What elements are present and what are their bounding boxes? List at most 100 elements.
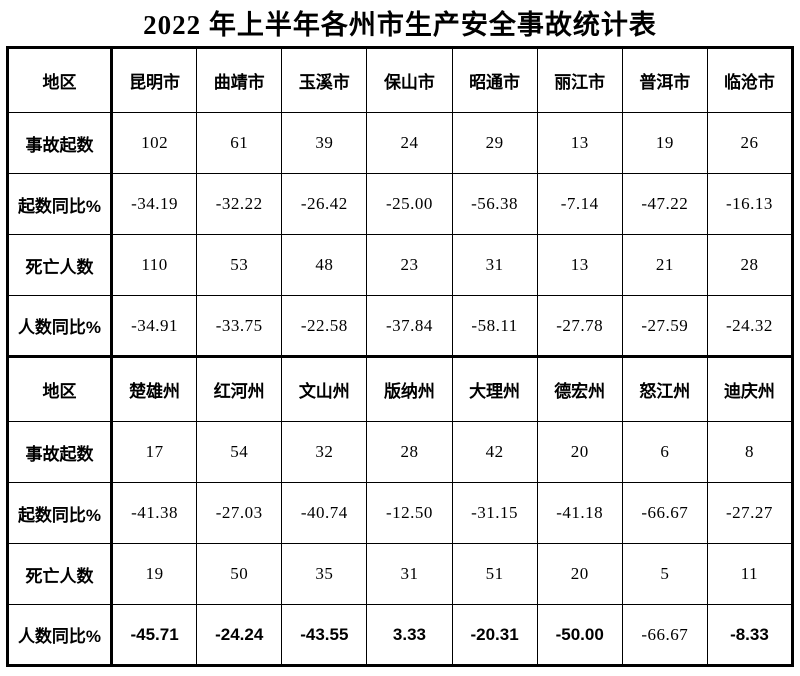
- value-cell: 21: [621, 234, 708, 296]
- value-cell: 29: [451, 112, 538, 174]
- row-label: 起数同比%: [7, 482, 113, 544]
- region-name: 文山州: [281, 355, 368, 422]
- value-cell: 61: [196, 112, 283, 174]
- value-cell: -12.50: [366, 482, 453, 544]
- value-cell: -16.13: [706, 173, 794, 235]
- value-cell: -34.19: [110, 173, 198, 235]
- region-name: 迪庆州: [706, 355, 794, 422]
- value-cell: -20.31: [451, 604, 538, 666]
- table-row: 人数同比% -45.71 -24.24 -43.55 3.33 -20.31 -50.00 -…: [7, 604, 794, 666]
- row-label: 人数同比%: [7, 295, 113, 357]
- region-name: 德宏州: [536, 355, 623, 422]
- value-cell: -7.14: [536, 173, 623, 235]
- value-cell: 110: [110, 234, 198, 296]
- value-cell: -25.00: [366, 173, 453, 235]
- value-cell: -27.03: [196, 482, 283, 544]
- value-cell: 51: [451, 543, 538, 605]
- corner-label: 地区: [7, 47, 113, 113]
- value-cell: -27.78: [536, 295, 623, 357]
- value-cell: -40.74: [281, 482, 368, 544]
- value-cell: 23: [366, 234, 453, 296]
- table-row: 人数同比% -34.91 -33.75 -22.58 -37.84 -58.11 -27.7…: [7, 295, 794, 357]
- region-name: 临沧市: [706, 47, 794, 113]
- row-label: 死亡人数: [7, 234, 113, 296]
- region-name: 普洱市: [621, 47, 708, 113]
- value-cell: 48: [281, 234, 368, 296]
- value-cell: -45.71: [110, 604, 198, 666]
- value-cell: -34.91: [110, 295, 198, 357]
- value-cell: -56.38: [451, 173, 538, 235]
- value-cell: 20: [536, 543, 623, 605]
- value-cell: -24.32: [706, 295, 794, 357]
- region-name: 怒江州: [621, 355, 708, 422]
- value-cell: -32.22: [196, 173, 283, 235]
- region-header-row: 地区 楚雄州 红河州 文山州 版纳州 大理州 德宏州 怒江州 迪庆州: [7, 355, 794, 422]
- region-header-row: 地区 昆明市 曲靖市 玉溪市 保山市 昭通市 丽江市 普洱市 临沧市: [7, 47, 794, 113]
- table-row: 事故起数 102 61 39 24 29 13 19 26: [7, 112, 794, 174]
- region-name: 昆明市: [110, 47, 198, 113]
- value-cell: 50: [196, 543, 283, 605]
- row-label: 死亡人数: [7, 543, 113, 605]
- value-cell: -37.84: [366, 295, 453, 357]
- region-name: 保山市: [366, 47, 453, 113]
- row-label: 人数同比%: [7, 604, 113, 666]
- region-name: 红河州: [196, 355, 283, 422]
- value-cell: -24.24: [196, 604, 283, 666]
- value-cell: -47.22: [621, 173, 708, 235]
- table-row: 起数同比% -41.38 -27.03 -40.74 -12.50 -31.15 -41.1…: [7, 482, 794, 544]
- value-cell: 28: [366, 421, 453, 483]
- region-name: 玉溪市: [281, 47, 368, 113]
- value-cell: -33.75: [196, 295, 283, 357]
- value-cell: 13: [536, 112, 623, 174]
- value-cell: 3.33: [366, 604, 453, 666]
- region-name: 版纳州: [366, 355, 453, 422]
- value-cell: 102: [110, 112, 198, 174]
- value-cell: -8.33: [706, 604, 794, 666]
- value-cell: -41.18: [536, 482, 623, 544]
- row-label: 事故起数: [7, 421, 113, 483]
- value-cell: 6: [621, 421, 708, 483]
- value-cell: 31: [366, 543, 453, 605]
- corner-label: 地区: [7, 355, 113, 422]
- table-row: 死亡人数 19 50 35 31 51 20 5 11: [7, 543, 794, 605]
- value-cell: 39: [281, 112, 368, 174]
- value-cell: -27.59: [621, 295, 708, 357]
- value-cell: 54: [196, 421, 283, 483]
- row-label: 事故起数: [7, 112, 113, 174]
- value-cell: 5: [621, 543, 708, 605]
- region-name: 楚雄州: [110, 355, 198, 422]
- value-cell: 13: [536, 234, 623, 296]
- value-cell: -43.55: [281, 604, 368, 666]
- value-cell: 17: [110, 421, 198, 483]
- value-cell: -66.67: [621, 482, 708, 544]
- table-row: 起数同比% -34.19 -32.22 -26.42 -25.00 -56.38 -7.14…: [7, 173, 794, 235]
- value-cell: -41.38: [110, 482, 198, 544]
- table-row: 死亡人数 110 53 48 23 31 13 21 28: [7, 234, 794, 296]
- region-name: 曲靖市: [196, 47, 283, 113]
- region-name: 大理州: [451, 355, 538, 422]
- region-name: 昭通市: [451, 47, 538, 113]
- table-row: 事故起数 17 54 32 28 42 20 6 8: [7, 421, 794, 483]
- table-body: 地区 昆明市 曲靖市 玉溪市 保山市 昭通市 丽江市 普洱市 临沧市 事故起数 102 61 39 24 2…: [7, 47, 794, 666]
- value-cell: -31.15: [451, 482, 538, 544]
- value-cell: -27.27: [706, 482, 794, 544]
- value-cell: 42: [451, 421, 538, 483]
- value-cell: 31: [451, 234, 538, 296]
- statistics-table: 地区 昆明市 曲靖市 玉溪市 保山市 昭通市 丽江市 普洱市 临沧市 事故起数 102 61 39 24 2…: [6, 46, 794, 667]
- value-cell: 19: [621, 112, 708, 174]
- value-cell: 53: [196, 234, 283, 296]
- value-cell: 24: [366, 112, 453, 174]
- value-cell: -58.11: [451, 295, 538, 357]
- value-cell: 28: [706, 234, 794, 296]
- value-cell: 20: [536, 421, 623, 483]
- region-name: 丽江市: [536, 47, 623, 113]
- value-cell: 32: [281, 421, 368, 483]
- value-cell: 35: [281, 543, 368, 605]
- value-cell: -22.58: [281, 295, 368, 357]
- row-label: 起数同比%: [7, 173, 113, 235]
- value-cell: 26: [706, 112, 794, 174]
- value-cell: -50.00: [536, 604, 623, 666]
- value-cell: 8: [706, 421, 794, 483]
- page-title: 2022 年上半年各州市生产安全事故统计表: [143, 10, 657, 40]
- value-cell: -26.42: [281, 173, 368, 235]
